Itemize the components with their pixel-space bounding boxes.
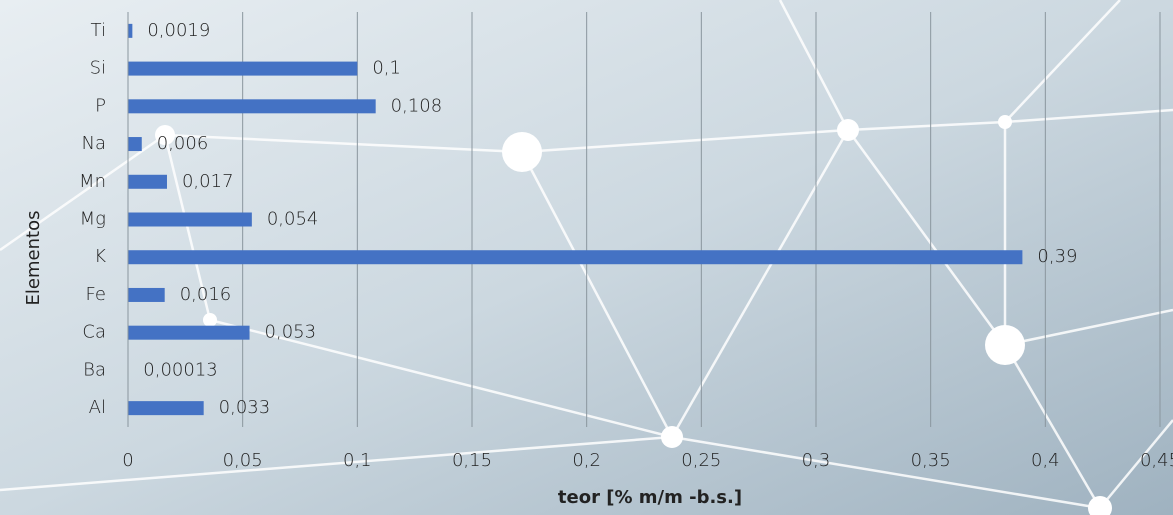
- x-tick-label: 0,05: [223, 450, 263, 471]
- y-tick-label: Ba: [83, 359, 106, 380]
- x-tick-label: 0,25: [681, 450, 721, 471]
- value-label: 0,108: [391, 95, 443, 116]
- x-tick-label: 0,35: [911, 450, 951, 471]
- value-label: 0,39: [1037, 246, 1077, 267]
- y-tick-label: Al: [89, 397, 106, 418]
- y-tick-label: Si: [90, 58, 106, 79]
- value-label: 0,016: [180, 284, 232, 305]
- bar: [128, 62, 357, 76]
- x-tick-label: 0,15: [452, 450, 492, 471]
- value-label: 0,053: [265, 322, 317, 343]
- y-tick-label: Ca: [82, 322, 106, 343]
- value-label: 0,017: [182, 171, 234, 192]
- bar: [128, 24, 132, 38]
- y-tick-label: Ti: [91, 20, 106, 41]
- bar: [128, 250, 1022, 264]
- x-tick-label: 0: [122, 450, 133, 471]
- x-tick-label: 0,4: [1031, 450, 1060, 471]
- x-tick-label: 0,3: [802, 450, 831, 471]
- bar: [128, 213, 252, 227]
- y-tick-label: Na: [82, 133, 107, 154]
- x-tick-label: 0,1: [343, 450, 372, 471]
- y-tick-label: Mg: [80, 209, 106, 230]
- bar: [128, 326, 250, 340]
- x-axis-title: teor [% m/m -b.s.]: [558, 487, 742, 508]
- page: teor [% m/m -b.s.] Elementos 0 0,05 0,1 0,1…: [0, 0, 1173, 515]
- chart: teor [% m/m -b.s.] Elementos 0 0,05 0,1 0,1…: [0, 0, 1173, 515]
- value-label: 0,033: [219, 397, 271, 418]
- value-label: 0,0019: [147, 20, 210, 41]
- x-tick-label: 0,45: [1140, 450, 1173, 471]
- y-tick-label: P: [95, 95, 106, 116]
- value-label: 0,1: [372, 58, 401, 79]
- value-label: 0,00013: [143, 359, 217, 380]
- value-label: 0,006: [157, 133, 209, 154]
- bar: [128, 288, 165, 302]
- bar: [128, 99, 376, 113]
- value-label: 0,054: [267, 209, 319, 230]
- x-tick-label: 0,2: [572, 450, 601, 471]
- y-axis-title: Elementos: [23, 211, 44, 306]
- bar: [128, 175, 167, 189]
- y-tick-label: K: [94, 246, 106, 267]
- bar: [128, 137, 142, 151]
- y-tick-label: Fe: [86, 284, 106, 305]
- bar: [128, 401, 204, 415]
- y-tick-label: Mn: [79, 171, 106, 192]
